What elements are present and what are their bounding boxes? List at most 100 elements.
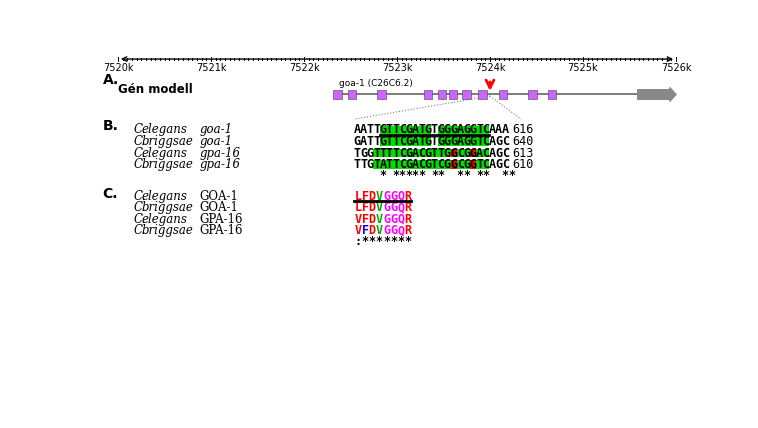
Text: T: T bbox=[386, 146, 393, 160]
Text: C.: C. bbox=[133, 201, 146, 214]
Text: G: G bbox=[495, 135, 503, 148]
Bar bbox=[470, 149, 476, 157]
Bar bbox=[438, 160, 444, 169]
Text: 7522k: 7522k bbox=[289, 63, 319, 73]
Text: GOA-1: GOA-1 bbox=[199, 201, 238, 214]
Text: goa-1: goa-1 bbox=[199, 135, 233, 148]
Bar bbox=[333, 90, 342, 99]
Text: F: F bbox=[362, 224, 368, 237]
Text: C: C bbox=[418, 158, 425, 171]
Text: G: G bbox=[450, 135, 457, 148]
Text: 7521k: 7521k bbox=[196, 63, 226, 73]
Text: G: G bbox=[495, 158, 503, 171]
Text: 610: 610 bbox=[512, 158, 533, 171]
Text: Q: Q bbox=[397, 213, 404, 226]
Bar bbox=[476, 160, 483, 169]
Bar bbox=[399, 149, 406, 157]
Bar bbox=[463, 149, 470, 157]
Text: C: C bbox=[418, 146, 425, 160]
Bar bbox=[483, 160, 489, 169]
Text: *: * bbox=[482, 169, 490, 182]
Bar bbox=[444, 137, 450, 146]
Text: G: G bbox=[390, 224, 397, 237]
Text: T: T bbox=[373, 135, 381, 148]
Text: Gén modell: Gén modell bbox=[118, 83, 193, 96]
Text: A: A bbox=[412, 123, 419, 137]
Bar bbox=[463, 160, 470, 169]
Bar bbox=[483, 149, 489, 157]
Text: T: T bbox=[380, 146, 387, 160]
Text: 7523k: 7523k bbox=[382, 63, 412, 73]
Text: C.: C. bbox=[133, 123, 146, 137]
Text: *: * bbox=[476, 169, 483, 182]
Text: A: A bbox=[457, 135, 464, 148]
Text: T: T bbox=[431, 146, 438, 160]
Bar bbox=[406, 126, 412, 134]
Text: A: A bbox=[489, 123, 496, 137]
Text: C.: C. bbox=[102, 187, 118, 201]
Text: GPA-16: GPA-16 bbox=[199, 213, 243, 226]
Text: *: * bbox=[368, 235, 376, 248]
Bar bbox=[425, 149, 431, 157]
Bar bbox=[393, 126, 399, 134]
Bar bbox=[406, 160, 412, 169]
Text: T: T bbox=[431, 135, 438, 148]
Bar bbox=[431, 149, 438, 157]
Bar bbox=[637, 89, 670, 100]
Bar bbox=[387, 160, 393, 169]
Bar bbox=[483, 137, 489, 146]
Text: 616: 616 bbox=[512, 123, 533, 137]
Text: C: C bbox=[482, 135, 490, 148]
Bar bbox=[393, 149, 399, 157]
Text: 7525k: 7525k bbox=[568, 63, 598, 73]
Text: R: R bbox=[404, 224, 412, 237]
Bar bbox=[425, 137, 431, 146]
Text: T: T bbox=[437, 146, 444, 160]
Text: T: T bbox=[431, 158, 438, 171]
Text: *: * bbox=[457, 169, 464, 182]
Bar bbox=[437, 90, 446, 99]
Text: briggsae: briggsae bbox=[141, 135, 193, 148]
Bar bbox=[444, 160, 450, 169]
Bar bbox=[470, 137, 476, 146]
Bar bbox=[450, 126, 457, 134]
Text: G: G bbox=[470, 135, 477, 148]
Bar bbox=[478, 90, 487, 99]
Text: A: A bbox=[476, 146, 483, 160]
Bar bbox=[444, 149, 450, 157]
Text: V: V bbox=[376, 224, 383, 237]
Bar bbox=[399, 160, 406, 169]
Text: D: D bbox=[368, 190, 376, 202]
Text: T: T bbox=[386, 158, 393, 171]
Text: *: * bbox=[508, 169, 515, 182]
Text: GOA-1: GOA-1 bbox=[199, 190, 238, 202]
Bar bbox=[450, 149, 457, 157]
Text: A: A bbox=[412, 158, 419, 171]
Bar bbox=[425, 126, 431, 134]
Text: *: * bbox=[362, 235, 368, 248]
Text: T: T bbox=[393, 123, 399, 137]
Text: T: T bbox=[373, 146, 381, 160]
Text: D: D bbox=[368, 201, 376, 214]
Bar bbox=[412, 137, 418, 146]
Text: A: A bbox=[360, 123, 368, 137]
Bar bbox=[412, 126, 418, 134]
Bar bbox=[444, 126, 450, 134]
Text: T: T bbox=[393, 146, 399, 160]
Text: *: * bbox=[399, 169, 406, 182]
Text: G: G bbox=[463, 135, 470, 148]
Bar bbox=[418, 126, 425, 134]
Text: B.: B. bbox=[102, 119, 118, 133]
Text: *: * bbox=[393, 169, 399, 182]
Text: F: F bbox=[362, 213, 368, 226]
Text: 7520k: 7520k bbox=[103, 63, 133, 73]
Bar bbox=[548, 90, 556, 99]
Text: G: G bbox=[390, 201, 397, 214]
Bar bbox=[393, 160, 399, 169]
Text: *: * bbox=[376, 235, 383, 248]
Text: C: C bbox=[399, 146, 406, 160]
Text: G: G bbox=[424, 158, 431, 171]
Text: G: G bbox=[406, 123, 412, 137]
Text: G: G bbox=[406, 158, 412, 171]
Bar bbox=[399, 126, 406, 134]
